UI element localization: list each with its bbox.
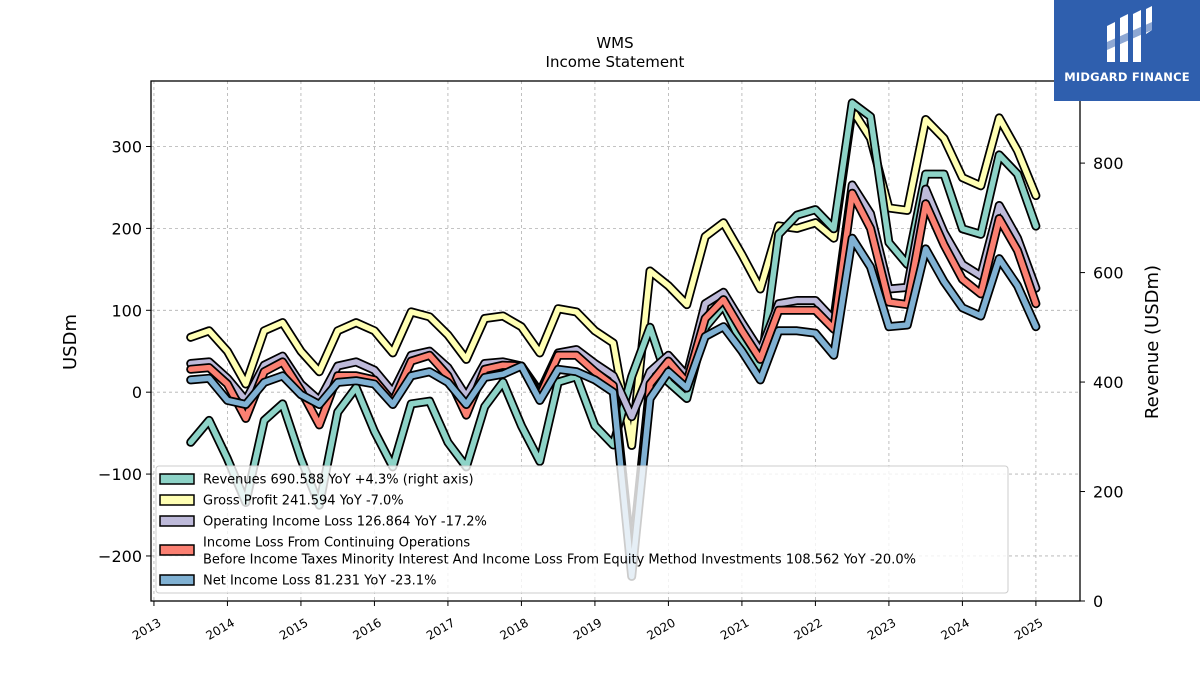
x-tick-label: 2014 [203,615,236,642]
legend-label: Income Loss From Continuing Operations [203,536,470,551]
legend-box [155,465,1009,594]
legend-swatch [159,494,195,506]
series-line-revenues [187,100,1039,508]
legend-swatch [159,574,195,586]
legend-label: Gross Profit 241.594 YoY -7.0% [203,494,404,509]
x-tick-label: 2016 [350,615,383,642]
midgard-finance-logo: MIDGARD FINANCE [1054,0,1200,101]
chart-subtitle: Income Statement [546,53,685,71]
x-tick-label: 2017 [424,615,457,642]
series-line-gross-profit [187,106,1039,449]
y-tick-label-left: −200 [98,547,142,566]
logo-mark-icon [1107,6,1152,62]
y-tick-label-right: 800 [1093,154,1124,173]
y-tick-label-left: 0 [132,383,142,402]
x-tick-label: 2018 [497,615,530,642]
chart-title: WMS [596,34,633,52]
series-line-operating-income-loss [187,182,1039,420]
y-tick-label-right: 400 [1093,373,1124,392]
x-tick-label: 2020 [644,615,677,642]
x-tick-label: 2025 [1012,615,1045,642]
y-tick-label-left: 300 [111,138,142,157]
y-tick-label-right: 200 [1093,483,1124,502]
legend-swatch [159,473,195,485]
legend-label: Before Income Taxes Minority Interest An… [203,553,916,568]
series-lines [186,98,1041,581]
y-tick-label-left: 200 [111,219,142,238]
plot-frame [150,80,1081,602]
legend-label: Net Income Loss 81.231 YoY -23.1% [203,574,436,589]
x-tick-label: 2015 [277,615,310,642]
y-tick-label-left: 100 [111,301,142,320]
logo-text: MIDGARD FINANCE [1064,70,1190,84]
y-tick-label-right: 0 [1093,592,1103,611]
x-tick-label: 2019 [571,615,604,642]
y-tick-label-right: 600 [1093,264,1124,283]
x-tick-label: 2023 [865,615,898,642]
legend-swatch [159,515,195,527]
y-axis-label-right: Revenue (USDm) [1142,265,1163,419]
series-line-net-income-loss [187,235,1039,580]
legend-swatch [159,544,195,556]
x-tick-label: 2013 [130,615,163,642]
y-axis-label-left: USDm [60,314,81,370]
x-tick-label: 2021 [718,615,751,642]
legend-label: Revenues 690.588 YoY +4.3% (right axis) [203,473,474,488]
x-tick-label: 2024 [938,615,971,642]
legend: Revenues 690.588 YoY +4.3% (right axis) G… [155,465,1009,594]
legend-label: Operating Income Loss 126.864 YoY -17.2% [203,515,487,530]
x-tick-label: 2022 [791,615,824,642]
y-tick-label-left: −100 [98,465,142,484]
